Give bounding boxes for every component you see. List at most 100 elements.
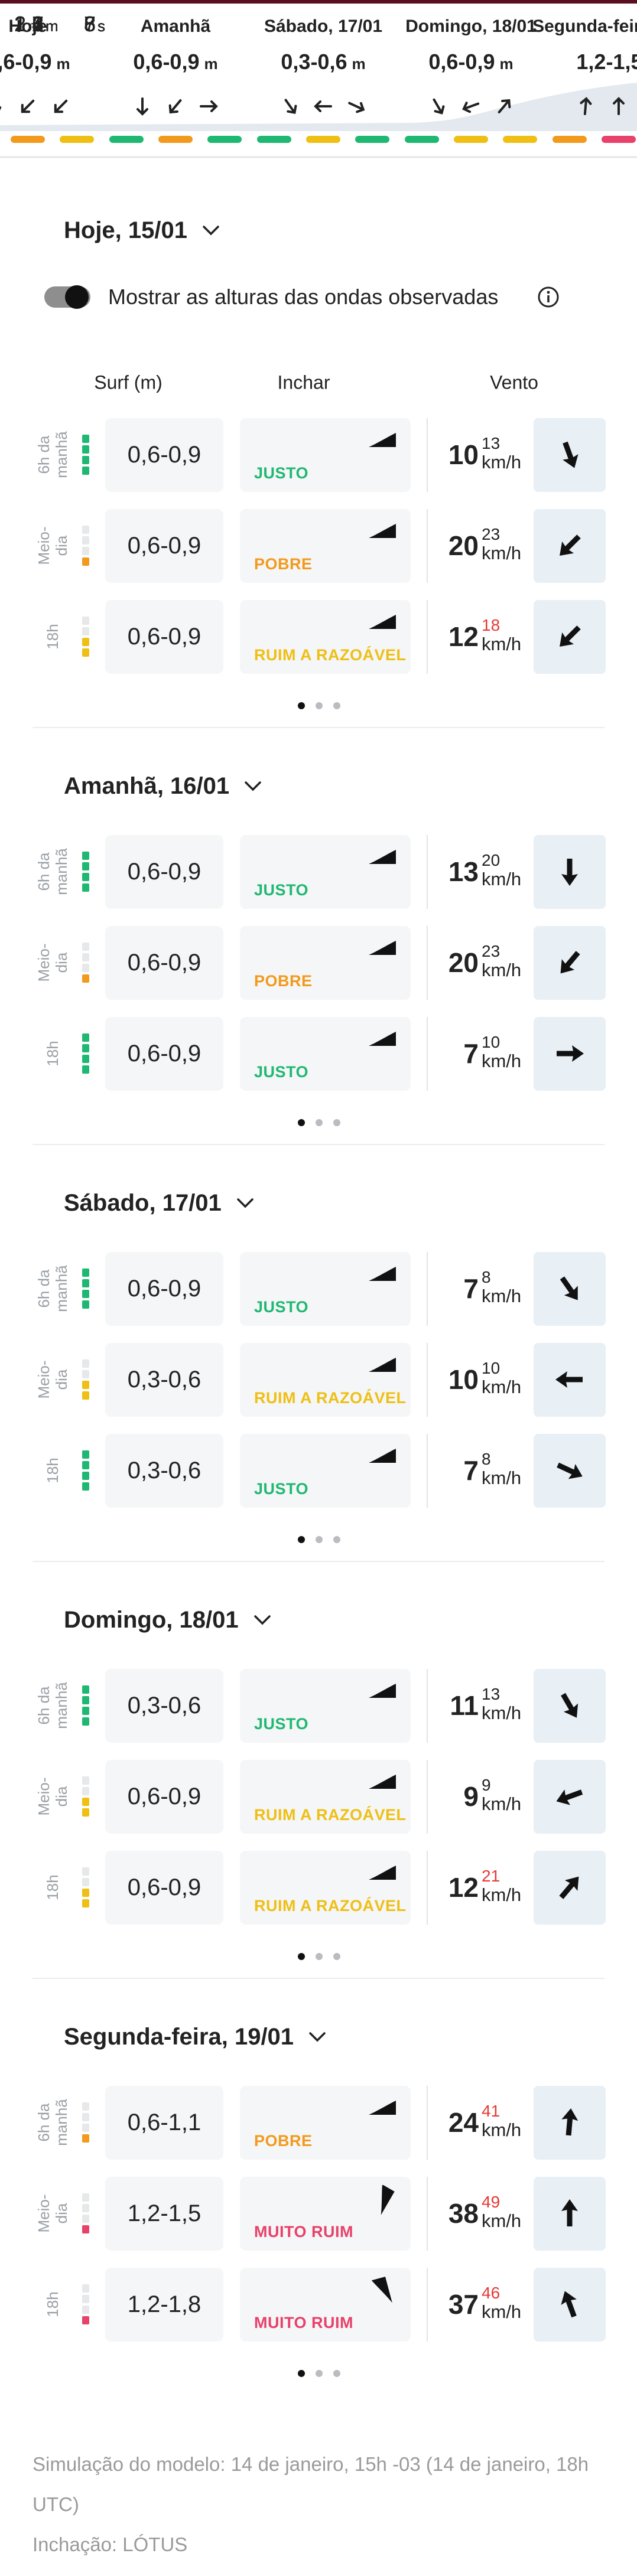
wind-speed: 7 [463,1038,479,1069]
strip-range: 1,2-1,5m [576,50,637,74]
wind-arrow-group [561,2199,578,2226]
strip-day: Hoje [8,17,47,36]
strip-rating-segment [109,136,144,143]
surf-box: 0,6-0,9 [105,418,223,492]
level-bar [82,1300,89,1309]
rating: JUSTO [254,1480,309,1498]
strip-day: Amanhã [140,17,211,36]
level-bars [82,2102,89,2143]
wind-arrow-shape [561,859,578,886]
time-label: 18h [44,2291,61,2317]
info-icon[interactable] [537,285,560,309]
rating: JUSTO [254,464,309,482]
swell-box: RUIM A RAZOÁVEL [240,1343,411,1417]
page-dot [298,1953,305,1960]
wind-gust: 8 [482,1268,491,1286]
wind-gust: 23 [482,525,500,543]
day-title-text: Sábado, 17/01 [64,1190,222,1216]
level-bar [82,648,89,657]
level-bar [82,873,89,881]
swell-icon [369,1684,396,1698]
wind-gust: 41 [482,2102,500,2120]
strip-rating-segment [503,136,537,143]
time-label: 6h da manhã [35,1265,70,1312]
level-bars [82,617,89,657]
level-bars [82,1359,89,1400]
day-title-text: Amanhã, 16/01 [64,773,230,799]
strip-rating-segment [355,136,389,143]
level-bar [82,1450,89,1459]
level-bar [82,2215,89,2223]
level-bar [82,964,89,972]
swell-period-value: 8 [84,12,96,36]
level-bars [82,1867,89,1907]
swell-period-unit: s [98,17,106,35]
day-title-text: Domingo, 18/01 [64,1607,239,1633]
level-bar [82,2113,89,2121]
swell-period-value: 8 [84,12,96,36]
chevron[interactable] [242,779,264,793]
day-title: Sábado, 17/01 [64,1189,256,1217]
wind-arrow [556,1789,583,1805]
strip-wind-arrow [314,100,332,112]
swell-height-value: 1.3 [14,12,44,36]
rating: JUSTO [254,1715,309,1733]
day-title: Amanhã, 16/01 [64,772,264,800]
swell-height-value: 1 [14,12,27,36]
wind-arrow-box [534,600,606,674]
surf-range: 0,3-0,6 [127,1367,202,1393]
swell-period-value: 8 [84,12,96,36]
level-bar [82,1055,89,1063]
swell-height: 1.2 m [14,12,58,37]
swell-height-unit: m [46,17,58,35]
strip-wind-arrow [580,97,592,115]
wind-speed: 24 [448,2107,479,2138]
arrow-shape [168,99,182,114]
wind-unit: km/h [482,869,522,889]
swell-period-unit: s [98,17,106,35]
row-divider [427,509,428,583]
chevron[interactable] [200,223,222,237]
section-divider [32,727,604,728]
page-dot [333,1119,340,1126]
arrow-shape [433,98,445,115]
level-bar [82,1889,89,1897]
chevron[interactable] [235,1196,256,1210]
strip-rating-segment [158,136,193,143]
swell-direction [369,433,396,447]
swell-period-unit: s [98,17,106,35]
wind-arrow-shape [555,1371,583,1388]
surf-range: 0,6-0,9 [127,859,202,885]
level-bar [82,1461,89,1469]
swell-height: 2.1 m [14,12,58,37]
level-bars [82,435,89,475]
level-bar [82,467,89,475]
swell-area [0,83,637,131]
swell-triangle [369,433,396,447]
chevron[interactable] [252,1613,273,1627]
footer-model: Simulação do modelo: 14 de janeiro, 15h … [32,2453,589,2515]
swell-icon [369,1866,396,1880]
wind-speed: 38 [448,2198,479,2229]
swell-direction [369,524,396,538]
swell-height-unit: m [46,17,58,35]
wind-arrow [561,859,578,886]
swell-icon [381,2185,395,2215]
wind-arrow [557,1462,583,1479]
chevron[interactable] [307,2030,328,2044]
strip-rating-segment [11,136,45,143]
wind-arrow-box [534,2268,606,2342]
toggle-knob[interactable] [65,285,89,309]
level-bars [82,1269,89,1309]
swell-period-unit: s [98,17,106,35]
swell-box: RUIM A RAZOÁVEL [240,600,411,674]
strip-wind-arrow [433,98,445,115]
level-bars [82,1776,89,1817]
swell-height-value: 1.2 [14,12,44,36]
level-bars [82,2284,89,2324]
wind-gust: 9 [482,1776,491,1794]
swell-box: JUSTO [240,1252,411,1326]
